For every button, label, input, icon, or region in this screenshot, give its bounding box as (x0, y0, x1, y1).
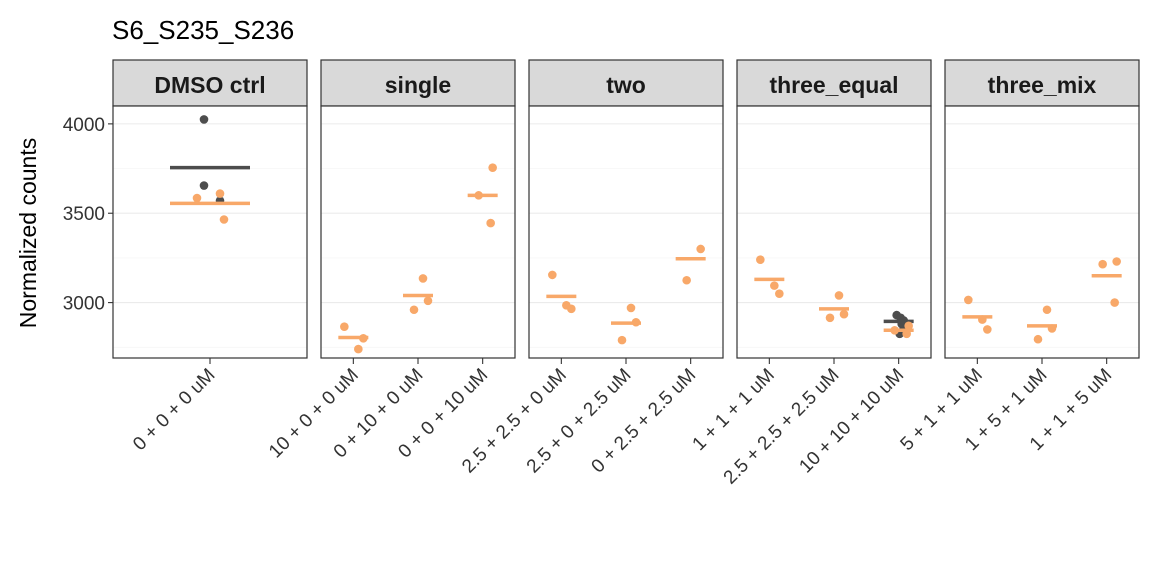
facet-strip-label: single (385, 72, 451, 98)
data-point-predicted (617, 335, 627, 345)
data-point-predicted (340, 322, 349, 332)
data-point-predicted (488, 163, 497, 172)
data-point-predicted (904, 321, 913, 331)
panel-background (945, 106, 1139, 358)
facet-strip-label: three_equal (769, 72, 898, 98)
panel-background (529, 106, 723, 358)
data-point-predicted (418, 274, 428, 283)
panel-border (944, 105, 1140, 359)
panel-background (113, 106, 307, 358)
data-point-predicted (756, 255, 765, 265)
data-point-observed (199, 181, 209, 190)
facet-panel-dmso-ctrl: DMSO ctrl 0 + 0 + 0 uM (112, 59, 308, 455)
y-axis-label: Normalized counts (15, 138, 41, 328)
y-tick-label: 3500 (63, 204, 105, 225)
data-point-predicted (1033, 334, 1043, 344)
data-point-predicted (1042, 305, 1052, 315)
facet-strip-label: two (606, 72, 646, 98)
facet-strip (528, 59, 724, 107)
y-tick-label: 4000 (63, 115, 105, 136)
x-tick-label: 0 + 0 + 0 uM (129, 365, 219, 455)
y-tick-label: 3000 (63, 294, 105, 315)
data-point-predicted (983, 325, 992, 334)
data-point-predicted (825, 313, 835, 323)
panel-background (321, 106, 515, 358)
data-point-predicted (682, 275, 691, 285)
data-point-predicted (215, 189, 225, 198)
facet-strip (112, 59, 308, 107)
data-point-predicted (775, 289, 784, 298)
data-point-predicted (409, 305, 419, 315)
data-point-predicted (567, 304, 576, 314)
data-point-predicted (834, 291, 844, 300)
data-point-predicted (486, 218, 495, 228)
panel-border (320, 105, 516, 359)
data-point-predicted (964, 295, 973, 305)
data-point-predicted (423, 296, 433, 306)
data-point-predicted (696, 244, 705, 254)
data-point-predicted (1110, 298, 1119, 307)
facet-strip-label: three_mix (988, 72, 1097, 98)
x-tick-label: 2.5 + 2.5 + 2.5 uM (720, 365, 844, 489)
data-point-predicted (770, 281, 779, 290)
data-point-predicted (839, 309, 849, 319)
data-point-predicted (1112, 257, 1121, 266)
panel-border (528, 105, 724, 359)
facet-strip (320, 59, 516, 107)
data-point-predicted (1098, 259, 1107, 269)
data-point-predicted (192, 193, 202, 203)
panel-border (112, 105, 308, 359)
data-point-predicted (219, 215, 229, 224)
data-point-predicted (548, 270, 557, 280)
data-point-observed (199, 115, 209, 124)
facet-strip (736, 59, 932, 107)
chart-title: S6_S235_S236 (112, 15, 294, 45)
data-point-predicted (626, 303, 636, 313)
panel-border (736, 105, 932, 359)
data-point-predicted (354, 344, 363, 354)
facet-strip-label: DMSO ctrl (154, 72, 265, 98)
